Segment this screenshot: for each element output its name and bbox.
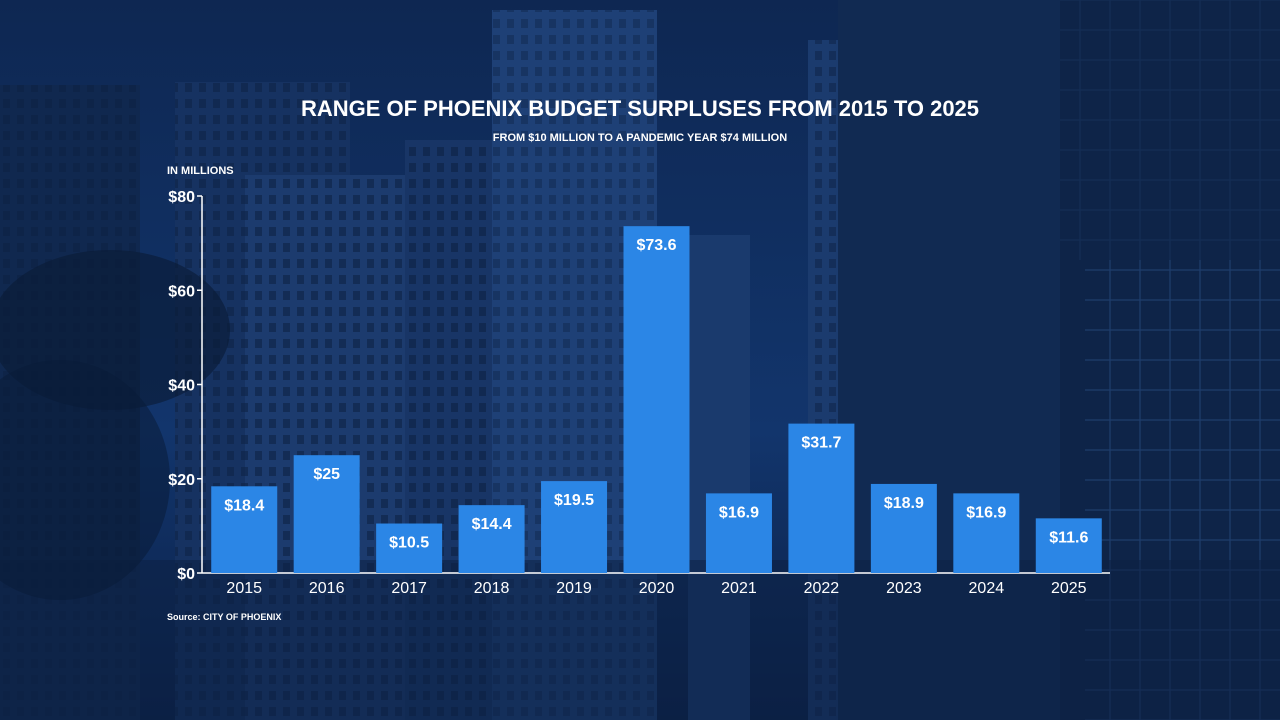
bar: [623, 226, 690, 573]
x-tick-label: 2024: [969, 580, 1005, 597]
chart-bars: [211, 226, 1102, 573]
y-tick-label: $20: [168, 472, 195, 489]
bar: [705, 493, 772, 573]
x-tick-label: 2019: [556, 580, 592, 597]
bar-value-label: $10.5: [389, 535, 429, 552]
x-tick-label: 2017: [391, 580, 427, 597]
bar-value-label: $11.6: [1049, 529, 1088, 546]
bar: [293, 455, 360, 573]
bar-value-label: $14.4: [472, 516, 512, 533]
chart-title: RANGE OF PHOENIX BUDGET SURPLUSES FROM 2…: [300, 96, 980, 121]
x-tick-label: 2016: [309, 580, 345, 597]
bar: [1035, 518, 1102, 573]
y-tick-label: $0: [177, 566, 195, 583]
y-tick-label: $40: [168, 378, 195, 395]
x-tick-label: 2021: [721, 580, 757, 597]
bar: [870, 483, 937, 573]
bar-value-label: $31.7: [801, 435, 841, 452]
x-tick-label: 2018: [474, 580, 510, 597]
bar-value-label: $19.5: [554, 492, 594, 509]
x-tick-label: 2015: [226, 580, 262, 597]
source-note: Source: CITY OF PHOENIX: [167, 612, 282, 622]
bar: [458, 505, 525, 573]
x-tick-label: 2025: [1051, 580, 1087, 597]
bar-value-label: $25: [313, 466, 340, 483]
y-tick-label: $80: [168, 189, 195, 206]
bar-value-label: $73.6: [636, 237, 676, 254]
y-tick-label: $60: [168, 283, 195, 300]
bar: [376, 523, 443, 573]
chart-labels: $18.4 2015 $25 2016 $10.5 2017 $14.4 2018 $19.5 2…: [224, 237, 1088, 597]
bar-value-label: $16.9: [719, 504, 759, 521]
bar: [953, 493, 1020, 573]
bar: [541, 481, 608, 573]
chart-subtitle: FROM $10 MILLION TO A PANDEMIC YEAR $74 …: [492, 132, 788, 144]
x-tick-label: 2023: [886, 580, 922, 597]
bar: [211, 486, 278, 573]
bar: [788, 423, 855, 573]
y-axis-unit-label: IN MILLIONS: [167, 165, 234, 177]
bar-value-label: $18.9: [884, 495, 924, 512]
bar-value-label: $16.9: [966, 504, 1006, 521]
x-tick-label: 2020: [639, 580, 675, 597]
x-tick-label: 2022: [804, 580, 840, 597]
bar-value-label: $18.4: [224, 497, 264, 514]
